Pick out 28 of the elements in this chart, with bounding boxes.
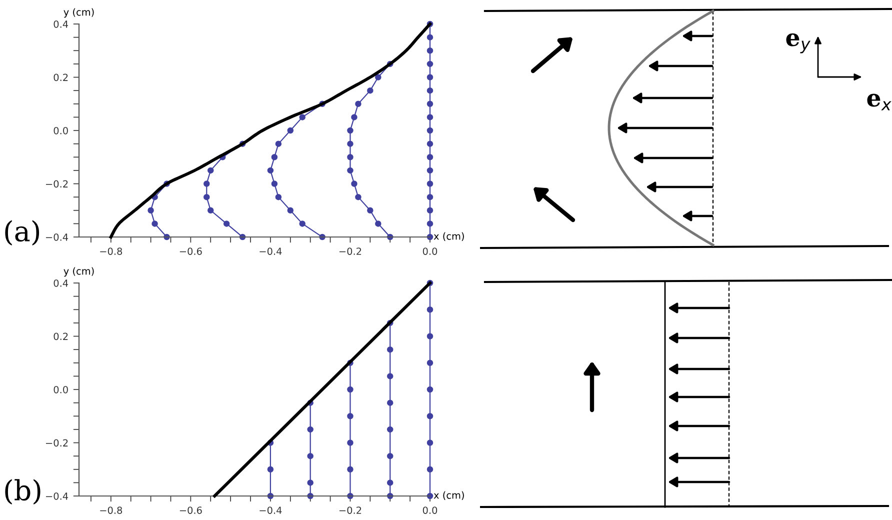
x-tick-label: −0.2 [339,248,362,255]
x-tick-label: −0.4 [260,248,282,255]
y-tick-label: 0.0 [54,126,68,134]
x-tick-label: 0.0 [422,248,438,255]
text: (b) [5,479,40,505]
y-axis-title: y (cm) [64,8,94,18]
x-tick-label: −0.8 [100,506,122,514]
y-tick-label: 0.2 [54,332,68,340]
y-tick-label: 0.2 [54,74,68,82]
x-tick-label: −0.4 [260,506,282,514]
y-tick-label: −0.4 [46,492,68,500]
text: e$_{y}$ [786,33,810,54]
y-axis-title: y (cm) [64,267,94,277]
text: e$_{x}$ [867,94,892,110]
y-tick-label: −0.4 [46,233,68,241]
y-tick-label: 0.4 [54,20,68,28]
x-tick-label: 0.0 [422,506,438,514]
y-tick-label: −0.2 [46,180,68,188]
x-tick-label: −0.6 [180,248,202,255]
x-axis-title: x (cm) [434,232,464,241]
y-tick-label: 0.0 [54,386,68,394]
x-axis-title: x (cm) [434,491,464,500]
x-tick-label: −0.2 [339,506,362,514]
x-tick-label: −0.8 [100,248,122,255]
y-tick-label: −0.2 [46,439,68,447]
text: (a) [5,220,40,246]
y-tick-label: 0.4 [54,279,68,287]
x-tick-label: −0.6 [180,506,202,514]
